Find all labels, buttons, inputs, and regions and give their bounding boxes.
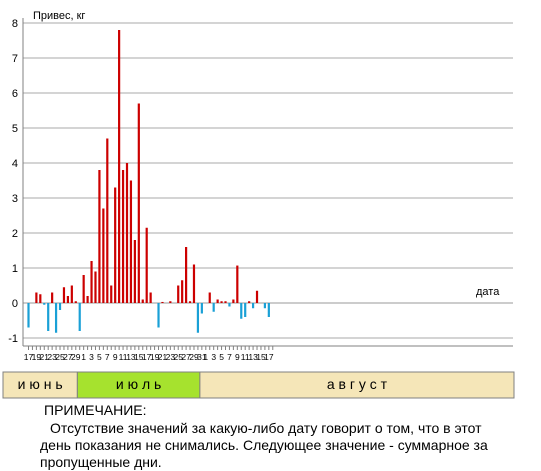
chart-grid bbox=[23, 22, 513, 339]
x-tick-label: 13 bbox=[126, 352, 136, 362]
y-tick-label: 4 bbox=[12, 158, 18, 170]
x-tick-label: 3 bbox=[89, 352, 94, 362]
y-axis-label: Привес, кг bbox=[33, 10, 85, 22]
x-tick-label: 17 bbox=[142, 352, 152, 362]
x-axis-label: дата bbox=[476, 286, 500, 298]
y-tick-labels: -1 0 1 2 3 4 5 6 7 8 bbox=[8, 18, 18, 345]
x-tick-label: 9 bbox=[235, 352, 240, 362]
x-tick-label: 9 bbox=[113, 352, 118, 362]
note-text: Отсутствие значений за какую-либо дату г… bbox=[40, 420, 510, 471]
month-band bbox=[199, 371, 515, 399]
y-tick-label: -1 bbox=[8, 333, 18, 345]
x-tick-label: 25 bbox=[173, 352, 183, 362]
month-label: и ю н ь bbox=[18, 376, 63, 392]
note-body: Отсутствие значений за какую-либо дату г… bbox=[40, 420, 488, 470]
chart-axes bbox=[22, 18, 513, 350]
month-band bbox=[2, 371, 78, 399]
y-tick-label: 7 bbox=[12, 53, 18, 65]
x-tick-label: 1 bbox=[81, 352, 86, 362]
x-tick-label: 1 bbox=[203, 352, 208, 362]
x-tick-label: 21 bbox=[40, 352, 50, 362]
x-tick-label: 3 bbox=[211, 352, 216, 362]
month-label: а в г у с т bbox=[327, 376, 388, 392]
y-tick-label: 2 bbox=[12, 228, 18, 240]
x-tick-label: 23 bbox=[47, 352, 57, 362]
y-tick-label: 8 bbox=[12, 18, 18, 30]
x-tick-label: 25 bbox=[55, 352, 65, 362]
x-tick-label: 23 bbox=[166, 352, 176, 362]
note-title: ПРИМЕЧАНИЕ: bbox=[44, 402, 147, 418]
y-tick-label: 3 bbox=[12, 193, 18, 205]
y-tick-label: 0 bbox=[12, 298, 18, 310]
x-tick-label: 7 bbox=[227, 352, 232, 362]
x-tick-label: 27 bbox=[63, 352, 73, 362]
y-tick-label: 6 bbox=[12, 88, 18, 100]
x-tick-label: 29 bbox=[71, 352, 81, 362]
x-tick-label: 19 bbox=[150, 352, 160, 362]
x-tick-label: 27 bbox=[181, 352, 191, 362]
x-tick-label: 15 bbox=[256, 352, 266, 362]
y-tick-label: 1 bbox=[12, 263, 18, 275]
month-band bbox=[76, 371, 201, 399]
x-tick-label: 13 bbox=[248, 352, 258, 362]
x-tick-label: 31 bbox=[197, 352, 207, 362]
y-tick-label: 5 bbox=[12, 123, 18, 135]
x-tick-label: 19 bbox=[32, 352, 42, 362]
x-tick-label: 5 bbox=[97, 352, 102, 362]
x-tick-label: 15 bbox=[134, 352, 144, 362]
chart-bars bbox=[27, 30, 270, 333]
x-tick-label: 29 bbox=[189, 352, 199, 362]
x-tick-label: 5 bbox=[219, 352, 224, 362]
x-tick-label: 17 bbox=[24, 352, 34, 362]
x-tick-label: 7 bbox=[105, 352, 110, 362]
x-tick-label: 21 bbox=[158, 352, 168, 362]
month-label: и ю л ь bbox=[116, 376, 161, 392]
x-tick-label: 11 bbox=[119, 352, 128, 362]
x-tick-label: 17 bbox=[264, 352, 274, 362]
x-tick-label: 11 bbox=[241, 352, 250, 362]
